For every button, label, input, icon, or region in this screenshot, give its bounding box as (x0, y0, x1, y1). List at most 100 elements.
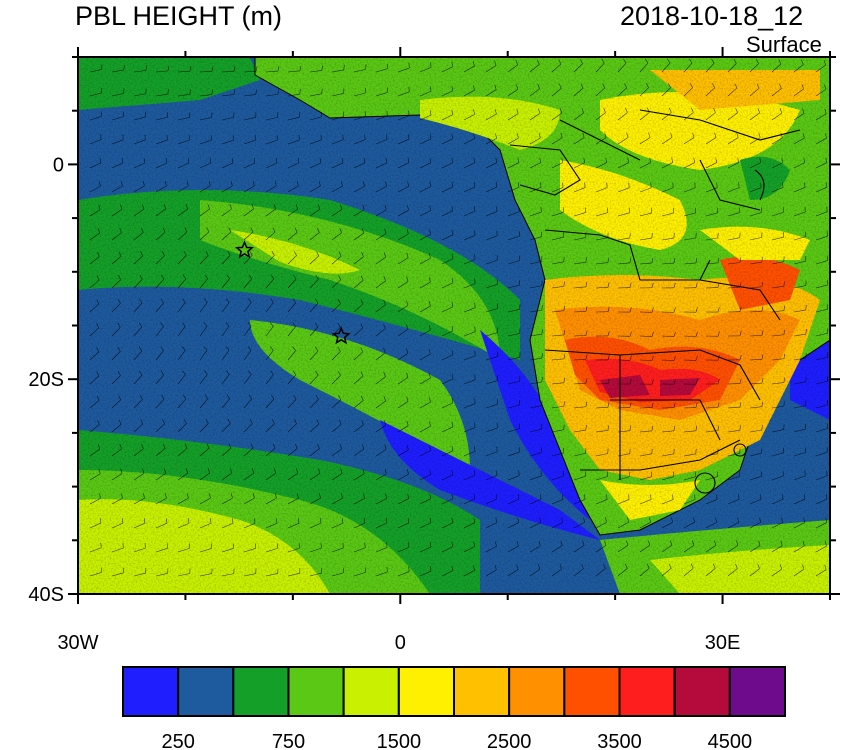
wind-barb-flag (802, 540, 805, 546)
wind-barb (199, 94, 212, 97)
wind-barb-flag (360, 371, 364, 377)
wind-barb-flag (736, 132, 739, 138)
wind-barb (617, 162, 629, 169)
wind-barb-flag (143, 157, 146, 164)
wind-barb (683, 87, 693, 97)
wind-barb (793, 357, 806, 361)
wind-barb-flag (383, 252, 387, 258)
wind-barb (419, 234, 431, 241)
wind-barb-flag (673, 307, 676, 313)
wind-barb (683, 430, 696, 433)
wind-barb-flag (472, 61, 475, 67)
wind-barb (287, 547, 300, 553)
wind-barb (243, 302, 252, 313)
wind-barb-flag (451, 397, 454, 403)
wind-barb (771, 568, 782, 577)
wind-barb (265, 231, 276, 241)
wind-barb-flag (96, 347, 100, 352)
wind-barb (133, 70, 146, 73)
colorbar (122, 666, 786, 717)
wind-barb-flag (225, 298, 230, 303)
wind-barb (529, 162, 541, 169)
wind-barb (749, 545, 761, 553)
wind-barb-flag (673, 282, 676, 288)
wind-barb (507, 522, 519, 529)
wind-barb-flag (248, 274, 252, 279)
wind-barb (551, 522, 563, 529)
wind-barb (595, 237, 608, 241)
wind-barb (771, 452, 784, 457)
wind-barb (705, 499, 718, 505)
wind-barb-flag (120, 204, 123, 210)
wind-barb (287, 448, 298, 457)
wind-barb-flag (319, 157, 322, 164)
wind-barb-flag (562, 182, 564, 188)
wind-barb-flag (407, 205, 409, 211)
wind-barb (705, 430, 718, 433)
wind-barb-flag (607, 378, 610, 384)
wind-barb-flag (292, 346, 296, 351)
wind-barb (177, 350, 186, 361)
wind-barb (485, 162, 497, 169)
wind-barb (221, 185, 233, 193)
wind-barb-flag (495, 157, 498, 163)
wind-barb (419, 281, 431, 289)
wind-barb-flag (671, 157, 673, 163)
wind-barb-flag (541, 329, 543, 335)
colorbar-swatch (287, 666, 345, 717)
wind-barb-flag (208, 180, 211, 186)
wind-barb-flag (98, 204, 101, 210)
wind-barb (375, 115, 388, 121)
wind-barb (375, 328, 386, 337)
wind-barb (727, 545, 739, 553)
wind-barb (199, 472, 210, 481)
wind-barb (287, 572, 300, 577)
wind-barb-flag (407, 517, 410, 523)
wind-barb (375, 571, 388, 577)
wind-barb (573, 87, 584, 97)
wind-barb-flag (539, 517, 541, 523)
colorbar-swatch (508, 666, 566, 717)
wind-barb-flag (585, 330, 588, 336)
wind-barb (265, 185, 277, 193)
wind-barb (89, 279, 100, 289)
wind-barb (199, 255, 209, 265)
wind-barb-flag (189, 66, 192, 72)
wind-barb (331, 473, 343, 481)
wind-barb-flag (315, 395, 319, 400)
colorbar-swatch (342, 666, 400, 717)
wind-barb-flag (138, 346, 143, 352)
wind-barb-flag (601, 58, 605, 64)
wind-barb-flag (384, 204, 387, 210)
wind-barb-flag (321, 65, 323, 71)
wind-barb (287, 93, 300, 97)
wind-barb (639, 237, 652, 241)
wind-barb-flag (825, 517, 827, 523)
wind-barb (89, 498, 101, 505)
wind-barb-flag (695, 425, 698, 431)
wind-barb-flag (406, 252, 409, 258)
wind-barb (617, 499, 630, 505)
wind-barb (331, 255, 342, 265)
wind-barb-flag (99, 493, 101, 499)
wind-barb-flag (803, 157, 806, 163)
wind-barb (463, 259, 476, 265)
wind-barb-flag (247, 346, 252, 351)
wind-barb-flag (249, 418, 253, 424)
y-tick-label: 20S (28, 369, 64, 391)
wind-barb-flag (474, 446, 476, 452)
wind-barb-flag (649, 157, 651, 163)
plot-title: PBL HEIGHT (m) (75, 1, 283, 31)
wind-barb (705, 187, 718, 193)
wind-barb-flag (317, 227, 320, 233)
wind-barb (243, 278, 252, 289)
valid-time: 2018-10-18_12 (620, 1, 804, 31)
wind-barb (265, 423, 275, 433)
wind-barb-flag (668, 563, 672, 569)
wind-barb-flag (314, 346, 319, 352)
wind-barb-flag (537, 84, 540, 89)
wind-barb-flag (316, 419, 320, 425)
wind-barb (771, 545, 783, 553)
wind-barb-flag (429, 445, 431, 451)
wind-barb (309, 93, 322, 97)
